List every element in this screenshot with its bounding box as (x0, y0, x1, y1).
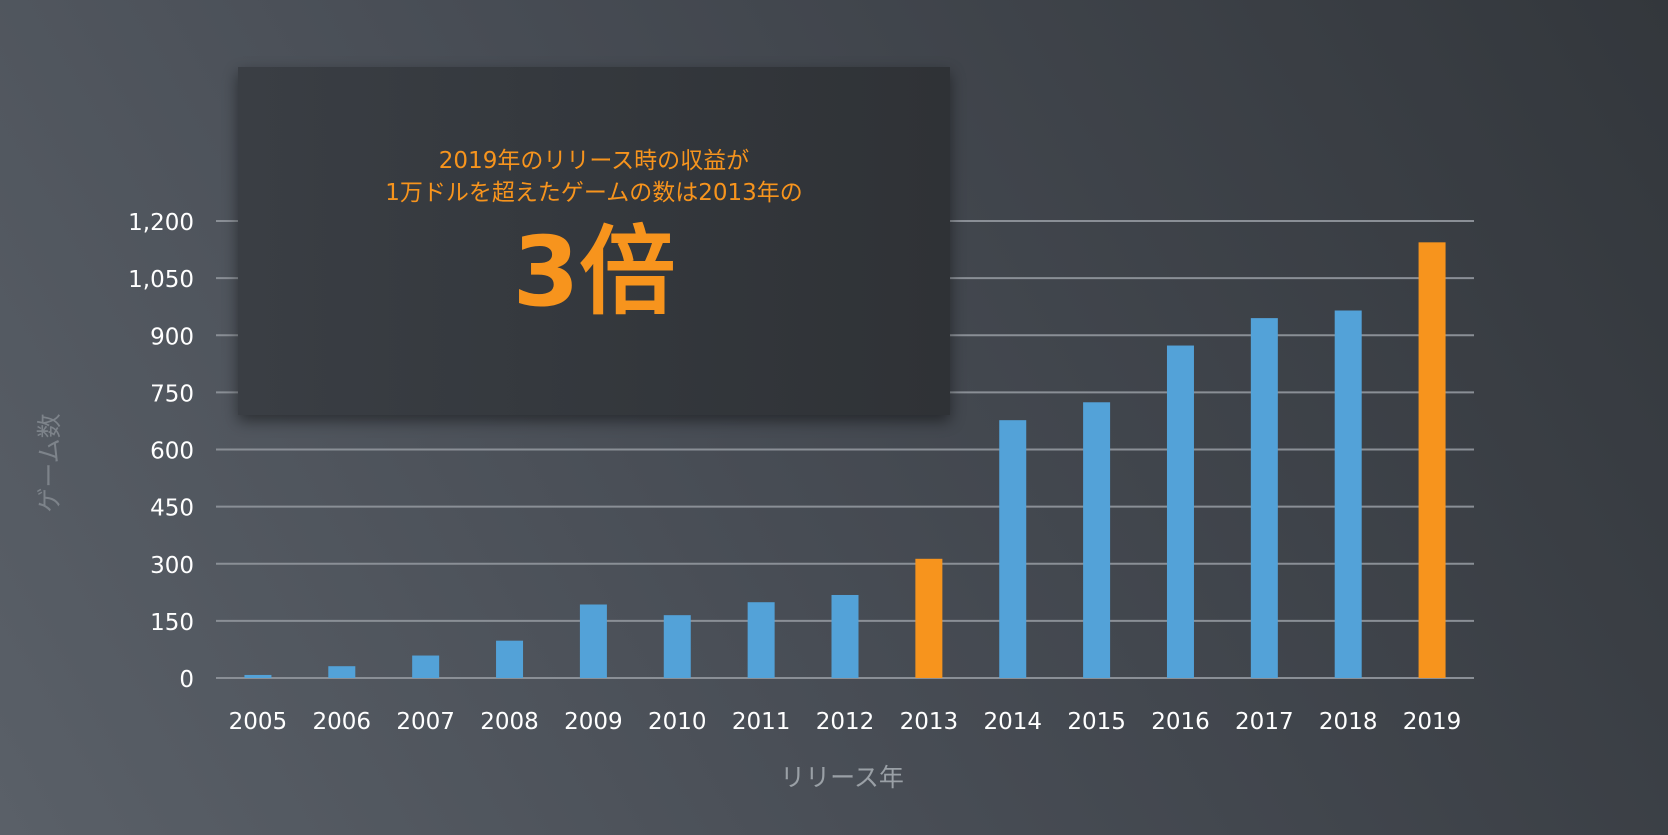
bar-2016 (1166, 345, 1194, 678)
x-tick-label: 2016 (1151, 709, 1210, 735)
x-axis-title: リリース年 (780, 763, 904, 792)
bar-2005 (244, 674, 272, 678)
callout-multiplier: 3倍 (512, 216, 676, 328)
bar-2014 (999, 420, 1027, 678)
x-tick-label: 2019 (1403, 709, 1462, 735)
x-tick-label: 2007 (396, 709, 455, 735)
bar-2017 (1250, 318, 1278, 678)
x-tick-label: 2013 (900, 709, 959, 735)
y-tick-label: 150 (150, 610, 194, 636)
bar-2009 (579, 604, 607, 678)
x-tick-label: 2011 (732, 709, 791, 735)
y-tick-label: 450 (150, 496, 194, 522)
x-tick-label: 2006 (313, 709, 372, 735)
x-tick-label: 2018 (1319, 709, 1378, 735)
y-tick-label: 0 (179, 667, 194, 693)
bar-2019 (1418, 242, 1446, 678)
x-tick-label: 2009 (564, 709, 623, 735)
y-tick-label: 600 (150, 439, 194, 465)
callout-line-2: 1万ドルを超えたゲームの数は2013年の (385, 180, 803, 206)
bar-2015 (1083, 402, 1111, 678)
y-tick-label: 1,200 (128, 210, 194, 236)
bar-2008 (496, 640, 524, 678)
bar-2010 (663, 615, 691, 678)
y-tick-label: 300 (150, 553, 194, 579)
bar-2011 (747, 602, 775, 678)
bar-2018 (1334, 310, 1362, 678)
bar-2012 (831, 594, 859, 678)
x-tick-label: 2010 (648, 709, 707, 735)
callout-line-1: 2019年のリリース時の収益が (438, 148, 750, 174)
x-tick-label: 2015 (1067, 709, 1126, 735)
y-tick-label: 1,050 (128, 267, 194, 293)
x-tick-label: 2005 (229, 709, 288, 735)
y-axis-title: ゲーム数 (35, 413, 64, 512)
y-tick-label: 750 (150, 381, 194, 407)
bar-2006 (328, 666, 356, 678)
x-tick-label: 2014 (983, 709, 1042, 735)
x-tick-label: 2017 (1235, 709, 1294, 735)
x-tick-label: 2012 (816, 709, 875, 735)
y-tick-label: 900 (150, 324, 194, 350)
bar-2013 (915, 558, 943, 678)
callout-box: 2019年のリリース時の収益が 1万ドルを超えたゲームの数は2013年の 3倍 (238, 67, 950, 415)
bar-2007 (412, 655, 440, 678)
x-tick-label: 2008 (480, 709, 539, 735)
